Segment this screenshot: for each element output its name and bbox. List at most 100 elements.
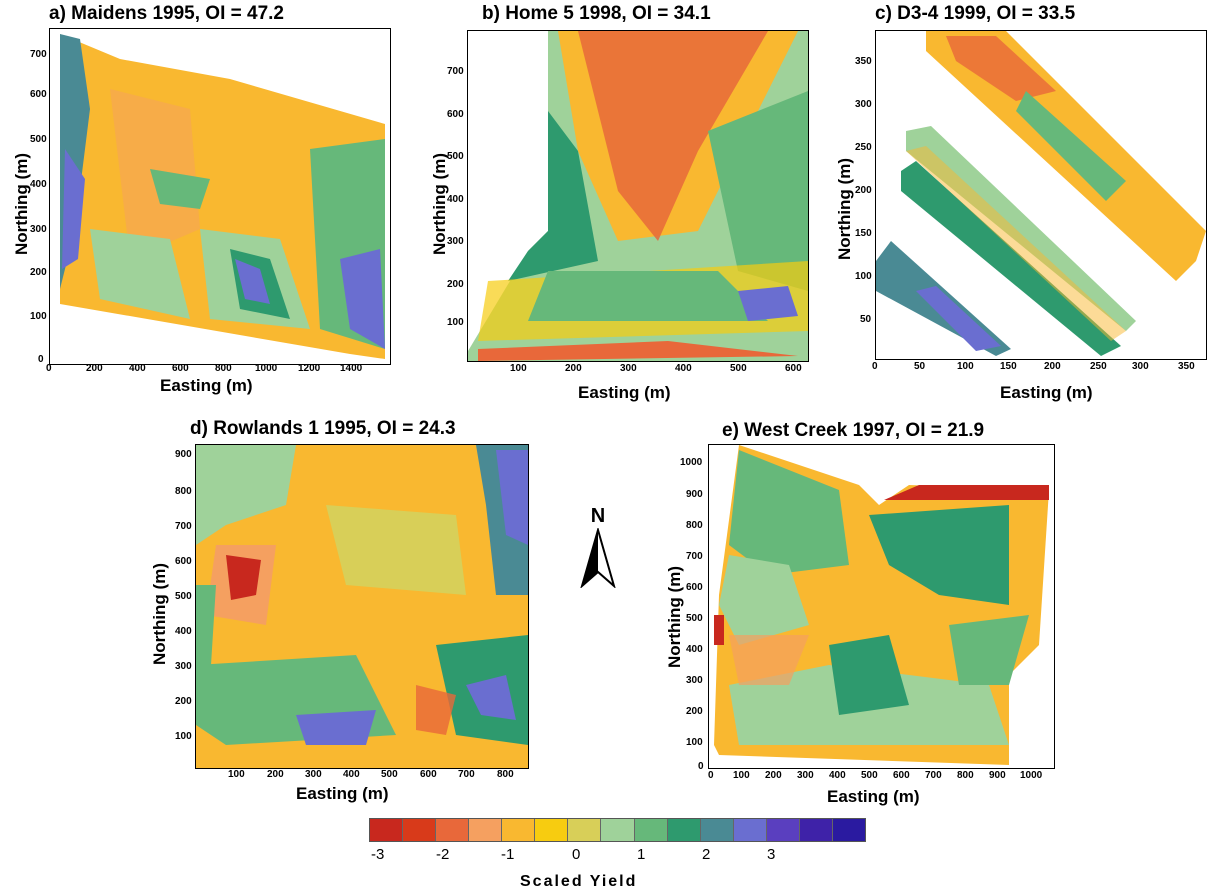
x-tick: 800 xyxy=(957,770,974,781)
x-tick: 0 xyxy=(872,361,878,372)
x-tick: 0 xyxy=(708,770,714,781)
x-tick: 100 xyxy=(510,363,527,374)
yield-map-c-svg xyxy=(876,31,1206,356)
y-tick: 200 xyxy=(447,279,464,290)
colorbar-swatch-2 xyxy=(436,819,470,841)
x-axis-label-b: Easting (m) xyxy=(578,383,671,402)
colorbar-swatch-9 xyxy=(667,819,701,841)
colorbar-tick: -2 xyxy=(436,846,450,863)
y-tick: 700 xyxy=(686,551,703,562)
x-tick: 1200 xyxy=(298,363,321,374)
x-tick: 100 xyxy=(228,769,245,780)
x-axis-label-e: Easting (m) xyxy=(827,787,920,806)
yield-map-d xyxy=(195,444,529,769)
x-tick: 150 xyxy=(1000,361,1017,372)
x-tick: 800 xyxy=(215,363,232,374)
x-tick: 800 xyxy=(497,769,514,780)
x-tick: 900 xyxy=(989,770,1006,781)
y-axis-label-d: Northing (m) xyxy=(150,563,169,665)
x-tick: 200 xyxy=(86,363,103,374)
x-tick: 300 xyxy=(797,770,814,781)
x-tick: 200 xyxy=(565,363,582,374)
y-tick: 400 xyxy=(447,194,464,205)
yield-map-c xyxy=(875,30,1207,360)
colorbar-swatch-3 xyxy=(469,819,503,841)
x-tick: 600 xyxy=(172,363,189,374)
colorbar-swatch-7 xyxy=(601,819,635,841)
colorbar-swatch-10 xyxy=(700,819,734,841)
colorbar-tick: -3 xyxy=(371,846,385,863)
y-tick: 100 xyxy=(855,271,872,282)
y-tick: 1000 xyxy=(680,457,703,468)
colorbar-tick: 3 xyxy=(767,846,776,863)
colorbar-swatch-11 xyxy=(733,819,767,841)
y-tick: 100 xyxy=(447,317,464,328)
panel-title-e: e) West Creek 1997, OI = 21.9 xyxy=(722,420,985,441)
x-axis-label-c: Easting (m) xyxy=(1000,383,1093,402)
north-label: N xyxy=(590,505,606,527)
yield-map-d-svg xyxy=(196,445,528,768)
x-tick: 350 xyxy=(1178,361,1195,372)
y-axis-label-e: Northing (m) xyxy=(665,566,684,668)
x-tick: 400 xyxy=(129,363,146,374)
x-tick: 200 xyxy=(267,769,284,780)
yield-map-b-svg xyxy=(468,31,808,361)
x-tick: 300 xyxy=(305,769,322,780)
x-tick: 500 xyxy=(861,770,878,781)
y-tick: 700 xyxy=(447,66,464,77)
colorbar-swatch-13 xyxy=(799,819,833,841)
y-tick: 600 xyxy=(447,109,464,120)
y-tick: 150 xyxy=(855,228,872,239)
x-tick: 600 xyxy=(785,363,802,374)
colorbar-swatch-0 xyxy=(370,819,404,841)
y-tick: 100 xyxy=(175,731,192,742)
x-tick: 250 xyxy=(1090,361,1107,372)
colorbar-tick: 0 xyxy=(572,846,581,863)
y-tick: 300 xyxy=(447,236,464,247)
y-tick: 800 xyxy=(175,486,192,497)
y-tick: 400 xyxy=(686,644,703,655)
yield-map-a xyxy=(49,28,391,365)
x-tick: 700 xyxy=(925,770,942,781)
x-tick: 300 xyxy=(1132,361,1149,372)
x-tick: 200 xyxy=(1044,361,1061,372)
y-tick: 900 xyxy=(686,489,703,500)
x-tick: 200 xyxy=(765,770,782,781)
x-tick: 700 xyxy=(458,769,475,780)
x-tick: 1000 xyxy=(1020,770,1043,781)
colorbar-tick: -1 xyxy=(501,846,515,863)
panel-title-c: c) D3-4 1999, OI = 33.5 xyxy=(875,3,1076,24)
x-tick: 300 xyxy=(620,363,637,374)
y-tick: 500 xyxy=(447,151,464,162)
yield-map-e xyxy=(708,444,1055,769)
north-arrow-icon xyxy=(580,526,616,589)
x-tick: 500 xyxy=(730,363,747,374)
colorbar-title: Scaled Yield xyxy=(520,873,638,890)
y-tick: 600 xyxy=(30,89,47,100)
north-arrow: N xyxy=(578,505,618,593)
y-tick: 500 xyxy=(30,134,47,145)
y-tick: 200 xyxy=(686,706,703,717)
y-tick: 100 xyxy=(30,311,47,322)
y-tick: 50 xyxy=(860,314,872,325)
panel-title-b: b) Home 5 1998, OI = 34.1 xyxy=(482,3,711,24)
x-tick: 50 xyxy=(914,361,926,372)
panel-title-d: d) Rowlands 1 1995, OI = 24.3 xyxy=(190,418,456,439)
y-tick: 500 xyxy=(686,613,703,624)
y-tick: 250 xyxy=(855,142,872,153)
y-tick: 400 xyxy=(175,626,192,637)
yield-map-e-svg xyxy=(714,445,1049,765)
colorbar-swatch-1 xyxy=(403,819,437,841)
y-tick: 700 xyxy=(175,521,192,532)
y-tick: 350 xyxy=(855,56,872,67)
colorbar-swatch-8 xyxy=(634,819,668,841)
x-tick: 600 xyxy=(893,770,910,781)
yield-map-b xyxy=(467,30,809,362)
colorbar-swatch-4 xyxy=(502,819,536,841)
y-tick: 500 xyxy=(175,591,192,602)
y-tick: 200 xyxy=(855,185,872,196)
colorbar-tick: 2 xyxy=(702,846,711,863)
y-tick: 300 xyxy=(686,675,703,686)
y-tick: 0 xyxy=(698,761,704,772)
yield-map-a-svg xyxy=(60,34,385,359)
